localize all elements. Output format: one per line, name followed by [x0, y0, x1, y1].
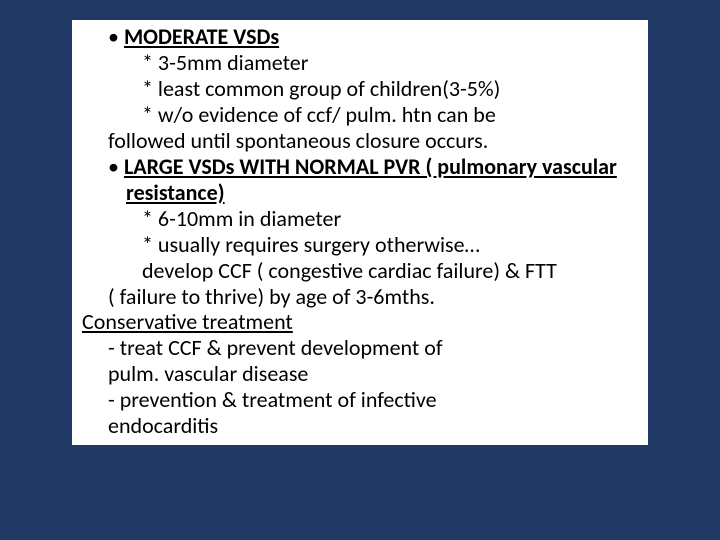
- sub-surgery: * usually requires surgery otherwise…: [142, 232, 642, 258]
- prevention-line: - prevention & treatment of infective: [108, 387, 642, 413]
- sub-ftt: ( failure to thrive) by age of 3-6mths.: [108, 284, 642, 310]
- sub-6-10mm: * 6-10mm in diameter: [142, 206, 642, 232]
- sub-wo-evidence: * w/o evidence of ccf/ pulm. htn can be: [142, 102, 642, 128]
- sub-least-common: * least common group of children(3-5%): [142, 76, 642, 102]
- content-textbox: MODERATE VSDs * 3-5mm diameter * least c…: [72, 20, 648, 445]
- sub-followed: followed until spontaneous closure occur…: [108, 128, 642, 154]
- sub-develop-ccf: develop CCF ( congestive cardiac failure…: [142, 258, 642, 284]
- treat-ccf: - treat CCF & prevent development of: [108, 335, 642, 361]
- conservative-heading-text: Conservative treatment: [82, 308, 293, 335]
- heading-large: LARGE VSDs WITH NORMAL PVR ( pulmonary v…: [124, 153, 617, 206]
- pulm-vascular: pulm. vascular disease: [108, 361, 642, 387]
- bullet-large: LARGE VSDs WITH NORMAL PVR ( pulmonary v…: [108, 154, 642, 206]
- slide-background: MODERATE VSDs * 3-5mm diameter * least c…: [0, 0, 720, 540]
- conservative-heading: Conservative treatment: [82, 309, 642, 335]
- sub-3-5mm: * 3-5mm diameter: [142, 50, 642, 76]
- bullet-moderate: MODERATE VSDs: [108, 24, 642, 50]
- endocarditis: endocarditis: [108, 413, 642, 439]
- heading-moderate: MODERATE VSDs: [124, 23, 279, 50]
